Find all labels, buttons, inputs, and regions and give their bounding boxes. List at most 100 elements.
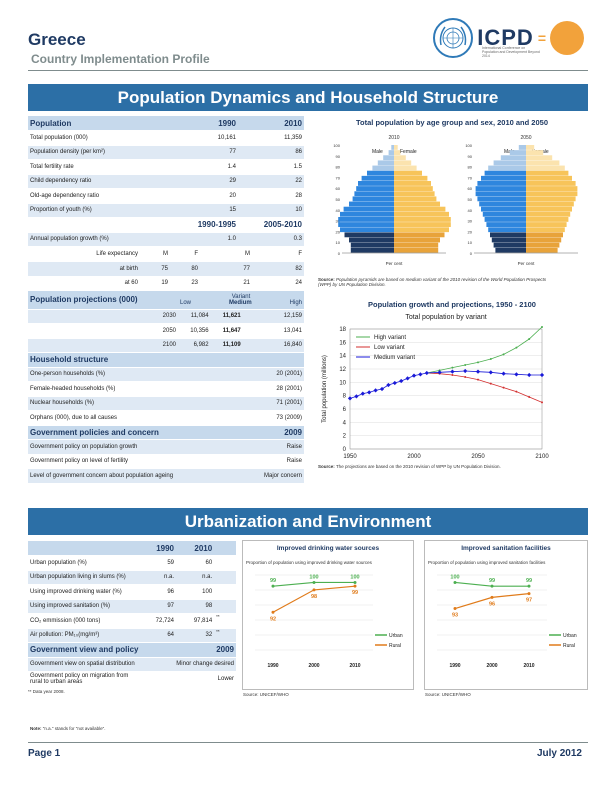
policy-value: Raise — [242, 439, 304, 455]
profile-subtitle: Country Implementation Profile — [31, 52, 210, 66]
table-row: Nuclear households (%) 71 (2001) — [28, 396, 304, 411]
pyramid-male-bar — [377, 160, 394, 166]
pyramid-age-tick: 10 — [336, 240, 341, 245]
pyramid-female-bar — [526, 247, 558, 253]
growth-1990: 1.0 — [178, 232, 238, 247]
pyramid-age-tick: 0 — [338, 251, 341, 256]
small-chart-data-label: 98 — [311, 594, 317, 600]
pyramid-female-bar — [394, 222, 451, 227]
table-row: CO₂ emmission (000 tons) 72,724 97,814 ** — [28, 613, 236, 629]
growth-point — [464, 376, 467, 378]
pyramid-male-bar — [479, 201, 526, 207]
policy-label: Government policy on level of fertility — [28, 454, 243, 469]
growth-y-tick: 10 — [339, 380, 346, 386]
growth-y-tick: 2 — [343, 434, 347, 440]
pyramid-male-bar — [518, 145, 526, 150]
growth-series-2 — [349, 370, 542, 399]
period-1990-1995: 1990-1995 — [178, 217, 238, 233]
table-row: Government policy on population growth Ra… — [28, 439, 304, 455]
growth-point — [528, 338, 531, 340]
growth-point — [463, 368, 468, 374]
growth-y-tick: 14 — [339, 354, 346, 360]
pyramid-female-bar — [526, 145, 535, 150]
pyramid-year-0: 2010 — [388, 135, 399, 141]
pyramid-male-bar — [343, 206, 394, 212]
growth-legend-label: High variant — [374, 335, 406, 341]
growth-point — [451, 366, 454, 369]
growth-point — [367, 390, 372, 395]
pyramid-male-bar — [372, 165, 394, 171]
urban-note: ** — [214, 628, 236, 643]
growth-x-tick: 2100 — [535, 454, 549, 460]
row-value-1990: 15 — [178, 203, 238, 218]
row-label: Proportion of youth (%) — [28, 203, 178, 218]
row-value-2010: 10 — [238, 203, 304, 218]
urban-label: Urban population living in slums (%) — [28, 570, 138, 585]
growth-point — [477, 361, 479, 364]
banner-population-dynamics: Population Dynamics and Household Struct… — [28, 84, 588, 111]
pyramid-female-bar — [394, 232, 445, 238]
growth-point — [451, 374, 454, 376]
table-row: Using improved sanitation (%) 97 98 — [28, 599, 236, 614]
growth-point — [541, 401, 543, 404]
pyramid-male-bar — [477, 181, 526, 186]
pyramid-age-tick: 80 — [468, 165, 473, 170]
pyramid-female-bar — [394, 217, 451, 222]
pyramid-female-bar — [526, 227, 565, 233]
small-chart-point — [490, 595, 494, 599]
growth-plot-frame — [349, 328, 543, 450]
pyramid-male-bar — [349, 201, 394, 207]
small-chart-point — [527, 592, 531, 596]
at-60-label: at 60 — [28, 276, 140, 291]
row-value-2010: 86 — [238, 145, 304, 160]
pyramid-age-tick: 50 — [336, 197, 341, 202]
pyramid-male-bar — [349, 237, 394, 243]
view-label: Government policy on migration from rura… — [28, 671, 138, 687]
urban-note — [214, 570, 236, 585]
pyramid-female-bar — [526, 175, 572, 181]
urban-label: CO₂ emmission (000 tons) — [28, 613, 138, 629]
pyramid-age-tick: 80 — [336, 165, 341, 170]
pyramid-female-bar — [526, 165, 565, 171]
urban-value-2010: 100 — [176, 584, 215, 600]
row-label: Total fertility rate — [28, 159, 178, 175]
row-value-1990: 29 — [178, 174, 238, 189]
birth-f1: 80 — [170, 261, 200, 277]
growth-x-tick: 1950 — [343, 454, 357, 460]
household-value: 20 (2001) — [210, 367, 304, 382]
growth-point — [489, 358, 492, 360]
water-title: Improved drinking water sources — [276, 545, 380, 552]
growth-point — [464, 364, 467, 366]
pyramid-age-tick: 40 — [336, 208, 341, 213]
pyramid-male-bar — [490, 232, 526, 238]
pyramid-male-bar — [338, 217, 394, 222]
projection-high: 16,840 — [242, 338, 304, 353]
small-chart-legend-label: Rural — [563, 643, 575, 649]
le-f1: F — [170, 247, 200, 262]
pyramid-male-bar — [338, 222, 394, 227]
pyramid-male-bar — [493, 160, 526, 166]
sanitation-subtitle: Proportion of population using improved … — [428, 560, 546, 565]
small-chart-data-label: 99 — [270, 578, 276, 584]
life-expectancy-label: Life expectancy — [28, 247, 140, 262]
table-row: Government policy on migration from rura… — [28, 671, 236, 687]
small-chart-data-label: 99 — [352, 590, 358, 596]
pyramid-female-bar — [526, 206, 572, 212]
projection-year: 2050 — [28, 323, 178, 339]
pyramid-xlabel-0: Per cent — [386, 261, 404, 266]
view-year: 2009 — [214, 642, 236, 658]
row-label: Population density (per km²) — [28, 145, 178, 160]
footer-divider — [28, 742, 588, 743]
na-note-label: Note: — [30, 726, 42, 731]
small-chart-point — [353, 584, 357, 588]
pyramid-age-tick: 90 — [468, 154, 473, 159]
household-label: Female-headed households (%) — [28, 381, 211, 397]
table-row: Old-age dependency ratio 20 28 — [28, 188, 304, 204]
sixty-f2: 24 — [252, 276, 304, 291]
table-row: Population density (per km²) 77 86 — [28, 145, 304, 160]
growth-point — [411, 373, 417, 378]
pyramid-male-bar — [477, 196, 526, 202]
pyramid-female-bar — [394, 242, 439, 248]
growth-legend-label: Medium variant — [374, 355, 415, 361]
growth-point — [424, 370, 429, 376]
